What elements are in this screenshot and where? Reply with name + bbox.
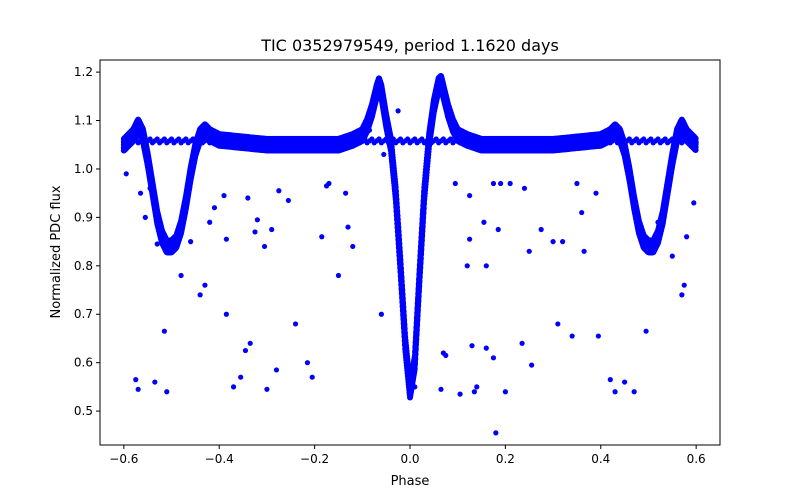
light-curve-band bbox=[120, 72, 699, 401]
chart-title: TIC 0352979549, period 1.1620 days bbox=[260, 36, 559, 55]
